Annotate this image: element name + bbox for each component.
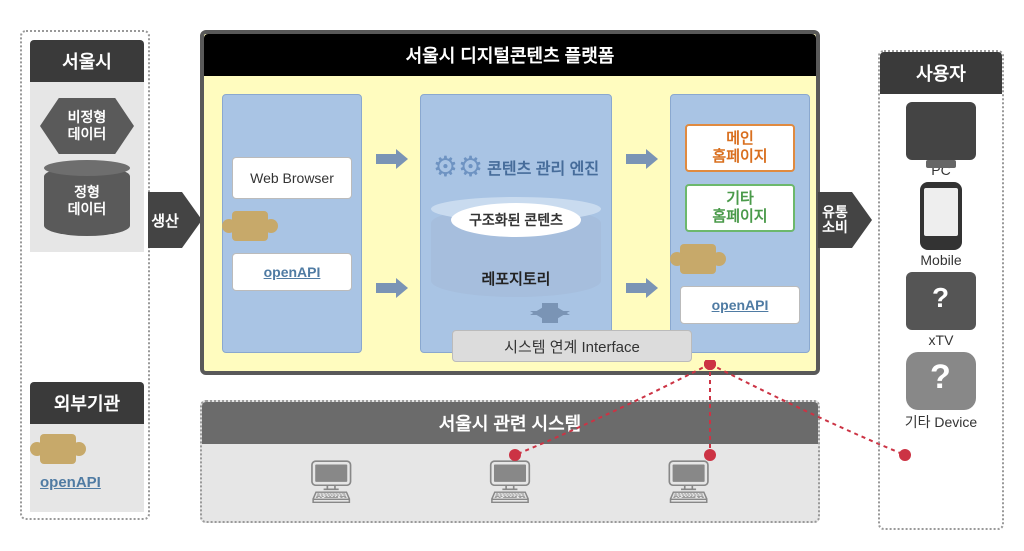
seoul-body: 비정형 데이터 정형 데이터 xyxy=(30,82,144,252)
device-other: 기타 Device xyxy=(905,352,977,432)
other-homepage-card: 기타 홈페이지 xyxy=(685,184,795,232)
gears-icon: ⚙⚙ xyxy=(433,150,483,183)
server-icon: 🖥 xyxy=(305,458,358,507)
structured-data-node: 정형 데이터 xyxy=(44,166,130,236)
web-browser-card: Web Browser xyxy=(232,157,352,199)
server-icon: 🖥 xyxy=(662,458,715,507)
xtv-label: xTV xyxy=(929,332,954,348)
consume-label: 유통 소비 xyxy=(818,192,852,248)
output-openapi-card: openAPI xyxy=(680,286,800,324)
seoul-title: 서울시 xyxy=(30,40,144,82)
tv-icon xyxy=(906,272,976,330)
arrow-icon xyxy=(626,151,656,167)
left-column: 서울시 비정형 데이터 정형 데이터 외부기관 openAPI xyxy=(20,30,150,520)
external-body: openAPI xyxy=(30,424,144,512)
output-openapi-label: openAPI xyxy=(712,297,769,313)
arrow-icon xyxy=(626,280,656,296)
unstructured-data-node: 비정형 데이터 xyxy=(40,98,134,154)
mobile-label: Mobile xyxy=(920,252,961,268)
related-systems-title: 서울시 관련 시스템 xyxy=(202,402,818,444)
mobile-icon xyxy=(920,182,962,250)
interface-box: 시스템 연계 Interface xyxy=(452,330,692,362)
input-openapi-label: openAPI xyxy=(264,264,321,280)
other-device-icon xyxy=(906,352,976,410)
engine-header: ⚙⚙ 콘텐츠 관리 엔진 xyxy=(433,150,599,183)
repo-bottom-label: 레포지토리 xyxy=(481,268,550,289)
users-title: 사용자 xyxy=(880,52,1002,94)
input-openapi-card: openAPI xyxy=(232,253,352,291)
main-homepage-card: 메인 홈페이지 xyxy=(685,124,795,172)
output-box: 메인 홈페이지 기타 홈페이지 openAPI xyxy=(670,94,810,353)
device-xtv: xTV xyxy=(906,272,976,348)
device-mobile: Mobile xyxy=(920,182,962,268)
input-box: Web Browser openAPI xyxy=(222,94,362,353)
related-systems-panel: 서울시 관련 시스템 🖥 🖥 🖥 xyxy=(200,400,820,523)
center-stage: 서울시 디지털콘텐츠 플랫폼 Web Browser openAPI ⚙⚙ 콘텐… xyxy=(200,30,820,520)
server-icon: 🖥 xyxy=(483,458,536,507)
plugin-icon xyxy=(232,211,268,241)
pc-icon xyxy=(906,102,976,160)
consume-arrow: 유통 소비 xyxy=(822,170,868,270)
platform-panel: 서울시 디지털콘텐츠 플랫폼 Web Browser openAPI ⚙⚙ 콘텐… xyxy=(200,30,820,375)
external-title: 외부기관 xyxy=(30,382,144,424)
bidirectional-arrow-icon xyxy=(530,298,570,328)
devices-list: PC Mobile xTV 기타 Device xyxy=(880,94,1002,440)
external-openapi-label: openAPI xyxy=(40,474,134,491)
users-column: 사용자 PC Mobile xTV 기타 Device xyxy=(878,50,1004,530)
platform-title: 서울시 디지털콘텐츠 플랫폼 xyxy=(204,34,816,76)
external-panel: 외부기관 openAPI xyxy=(30,382,144,512)
engine-title: 콘텐츠 관리 엔진 xyxy=(487,155,599,179)
produce-label: 생산 xyxy=(148,192,182,248)
platform-body: Web Browser openAPI ⚙⚙ 콘텐츠 관리 엔진 구조화된 xyxy=(204,76,816,371)
device-pc: PC xyxy=(906,102,976,178)
servers-row: 🖥 🖥 🖥 xyxy=(202,444,818,521)
seoul-panel: 서울시 비정형 데이터 정형 데이터 xyxy=(30,40,144,252)
structured-data-label: 정형 데이터 xyxy=(68,184,107,218)
repo-top-label: 구조화된 콘텐츠 xyxy=(451,203,581,237)
plugin-icon xyxy=(40,434,76,464)
arrow-icon xyxy=(376,151,406,167)
plugin-icon xyxy=(680,244,716,274)
other-label: 기타 Device xyxy=(905,412,977,432)
engine-box: ⚙⚙ 콘텐츠 관리 엔진 구조화된 콘텐츠 레포지토리 xyxy=(420,94,612,353)
produce-arrow: 생산 xyxy=(152,170,198,270)
repository-cylinder: 구조화된 콘텐츠 레포지토리 xyxy=(431,207,601,297)
arrow-icon xyxy=(376,280,406,296)
